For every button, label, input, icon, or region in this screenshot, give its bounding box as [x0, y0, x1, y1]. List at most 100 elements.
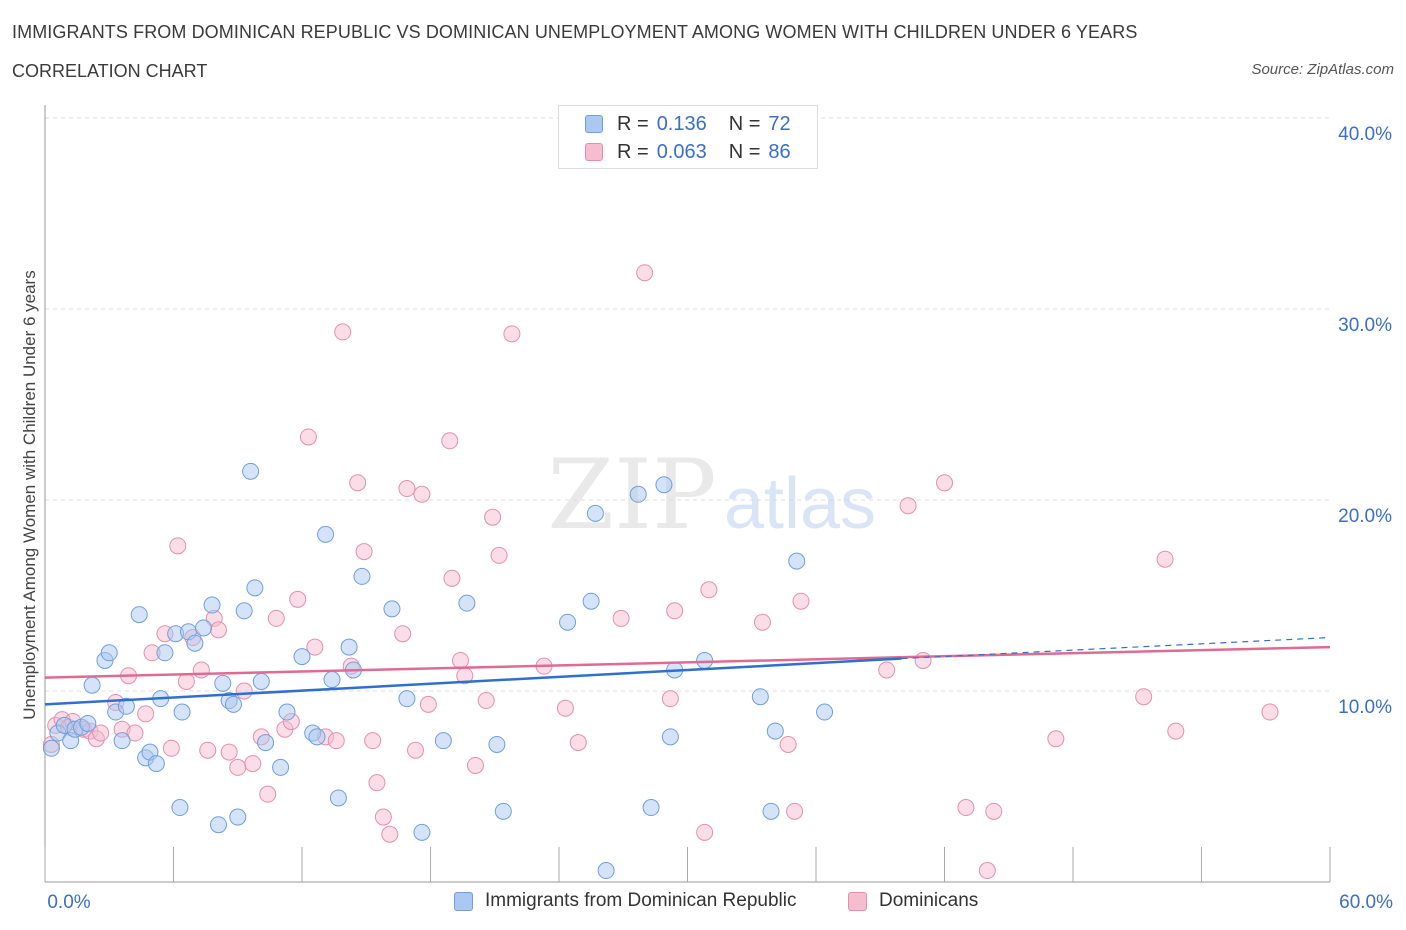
point-immigrants — [317, 525, 335, 543]
point-dominicans — [220, 743, 238, 761]
legend-row-immigrants: R = 0.136 N = 72 — [585, 112, 791, 136]
point-dominicans — [419, 695, 437, 713]
point-dominicans — [484, 508, 502, 526]
point-dominicans — [229, 758, 247, 776]
point-immigrants — [130, 606, 148, 624]
point-dominicans — [899, 497, 917, 515]
legend-n-label: N = — [728, 112, 761, 135]
y-tick-label: 40.0% — [1338, 124, 1392, 145]
point-dominicans — [349, 474, 367, 492]
point-immigrants — [308, 728, 326, 746]
chart-subtitle: CORRELATION CHART — [12, 61, 208, 81]
point-immigrants — [559, 613, 577, 631]
point-dominicans — [267, 609, 285, 627]
point-immigrants — [272, 758, 290, 776]
point-immigrants — [278, 703, 296, 721]
point-dominicans — [299, 428, 317, 446]
point-immigrants — [173, 703, 191, 721]
legend-r-label: R = — [617, 140, 649, 163]
point-dominicans — [503, 325, 521, 343]
point-dominicans — [612, 609, 630, 627]
source-label: Source: ZipAtlas.com — [1251, 61, 1394, 78]
point-immigrants — [353, 567, 371, 585]
point-immigrants — [117, 697, 135, 715]
point-immigrants — [242, 462, 260, 480]
y-tick-label: 20.0% — [1338, 506, 1392, 527]
point-immigrants — [224, 695, 242, 713]
point-immigrants — [323, 671, 341, 689]
point-dominicans — [1047, 730, 1065, 748]
point-dominicans — [636, 264, 654, 282]
point-dominicans — [327, 732, 345, 750]
trend-line-dominicans — [44, 645, 1331, 679]
point-immigrants — [586, 504, 604, 522]
point-dominicans — [696, 823, 714, 841]
legend-r-value: 0.136 — [656, 112, 707, 135]
bottom-legend-immigrants: Immigrants from Dominican Republic — [454, 890, 797, 912]
point-dominicans — [394, 625, 412, 643]
gridlines — [45, 117, 1330, 692]
point-dominicans — [556, 699, 574, 717]
point-immigrants — [235, 602, 253, 620]
point-immigrants — [642, 799, 660, 817]
point-dominicans — [1135, 688, 1153, 706]
point-dominicans — [192, 661, 210, 679]
point-dominicans — [244, 755, 262, 773]
legend-n-value: 72 — [768, 112, 791, 135]
point-immigrants — [42, 739, 60, 757]
point-dominicans — [792, 592, 810, 610]
point-immigrants — [214, 674, 232, 692]
x-tick-label-min: 0.0% — [47, 892, 90, 913]
point-immigrants — [340, 638, 358, 656]
point-immigrants — [252, 672, 270, 690]
point-dominicans — [466, 756, 484, 774]
point-dominicans — [374, 808, 392, 826]
x-tick-label-max: 60.0% — [1339, 892, 1393, 913]
point-immigrants — [751, 688, 769, 706]
point-immigrants — [696, 651, 714, 669]
point-immigrants — [203, 596, 221, 614]
point-immigrants — [209, 816, 227, 834]
point-dominicans — [169, 537, 187, 555]
point-dominicans — [364, 732, 382, 750]
y-tick-label: 30.0% — [1338, 315, 1392, 336]
point-dominicans — [289, 590, 307, 608]
point-immigrants — [762, 802, 780, 820]
point-immigrants — [494, 802, 512, 820]
point-dominicans — [306, 638, 324, 656]
legend-swatch-pink — [585, 143, 603, 161]
legend-r-label: R = — [617, 112, 649, 135]
point-dominicans — [92, 724, 110, 742]
point-immigrants — [413, 823, 431, 841]
point-immigrants — [582, 592, 600, 610]
point-dominicans — [878, 661, 896, 679]
point-dominicans — [753, 613, 771, 631]
point-immigrants — [655, 476, 673, 494]
point-dominicans — [441, 432, 459, 450]
point-dominicans — [936, 474, 953, 492]
legend-row-dominicans: R = 0.063 N = 86 — [585, 140, 791, 164]
point-dominicans — [700, 581, 718, 599]
point-immigrants — [100, 644, 118, 662]
point-dominicans — [477, 692, 495, 710]
point-dominicans — [1156, 550, 1174, 568]
legend-r-value: 0.063 — [656, 140, 707, 163]
bottom-legend-swatch-pink — [848, 891, 867, 911]
watermark: ZIP atlas — [547, 439, 876, 551]
point-immigrants — [229, 808, 247, 826]
point-dominicans — [209, 621, 227, 639]
point-immigrants — [171, 799, 189, 817]
point-immigrants — [766, 722, 784, 740]
point-immigrants — [186, 634, 204, 652]
point-dominicans — [334, 323, 352, 341]
point-dominicans — [398, 480, 416, 498]
point-dominicans — [490, 546, 508, 564]
point-immigrants — [383, 600, 401, 618]
point-immigrants — [488, 735, 506, 753]
point-immigrants — [83, 676, 101, 694]
point-immigrants — [788, 552, 806, 570]
point-dominicans — [978, 862, 996, 880]
point-immigrants — [246, 579, 264, 597]
point-dominicans — [355, 543, 373, 561]
